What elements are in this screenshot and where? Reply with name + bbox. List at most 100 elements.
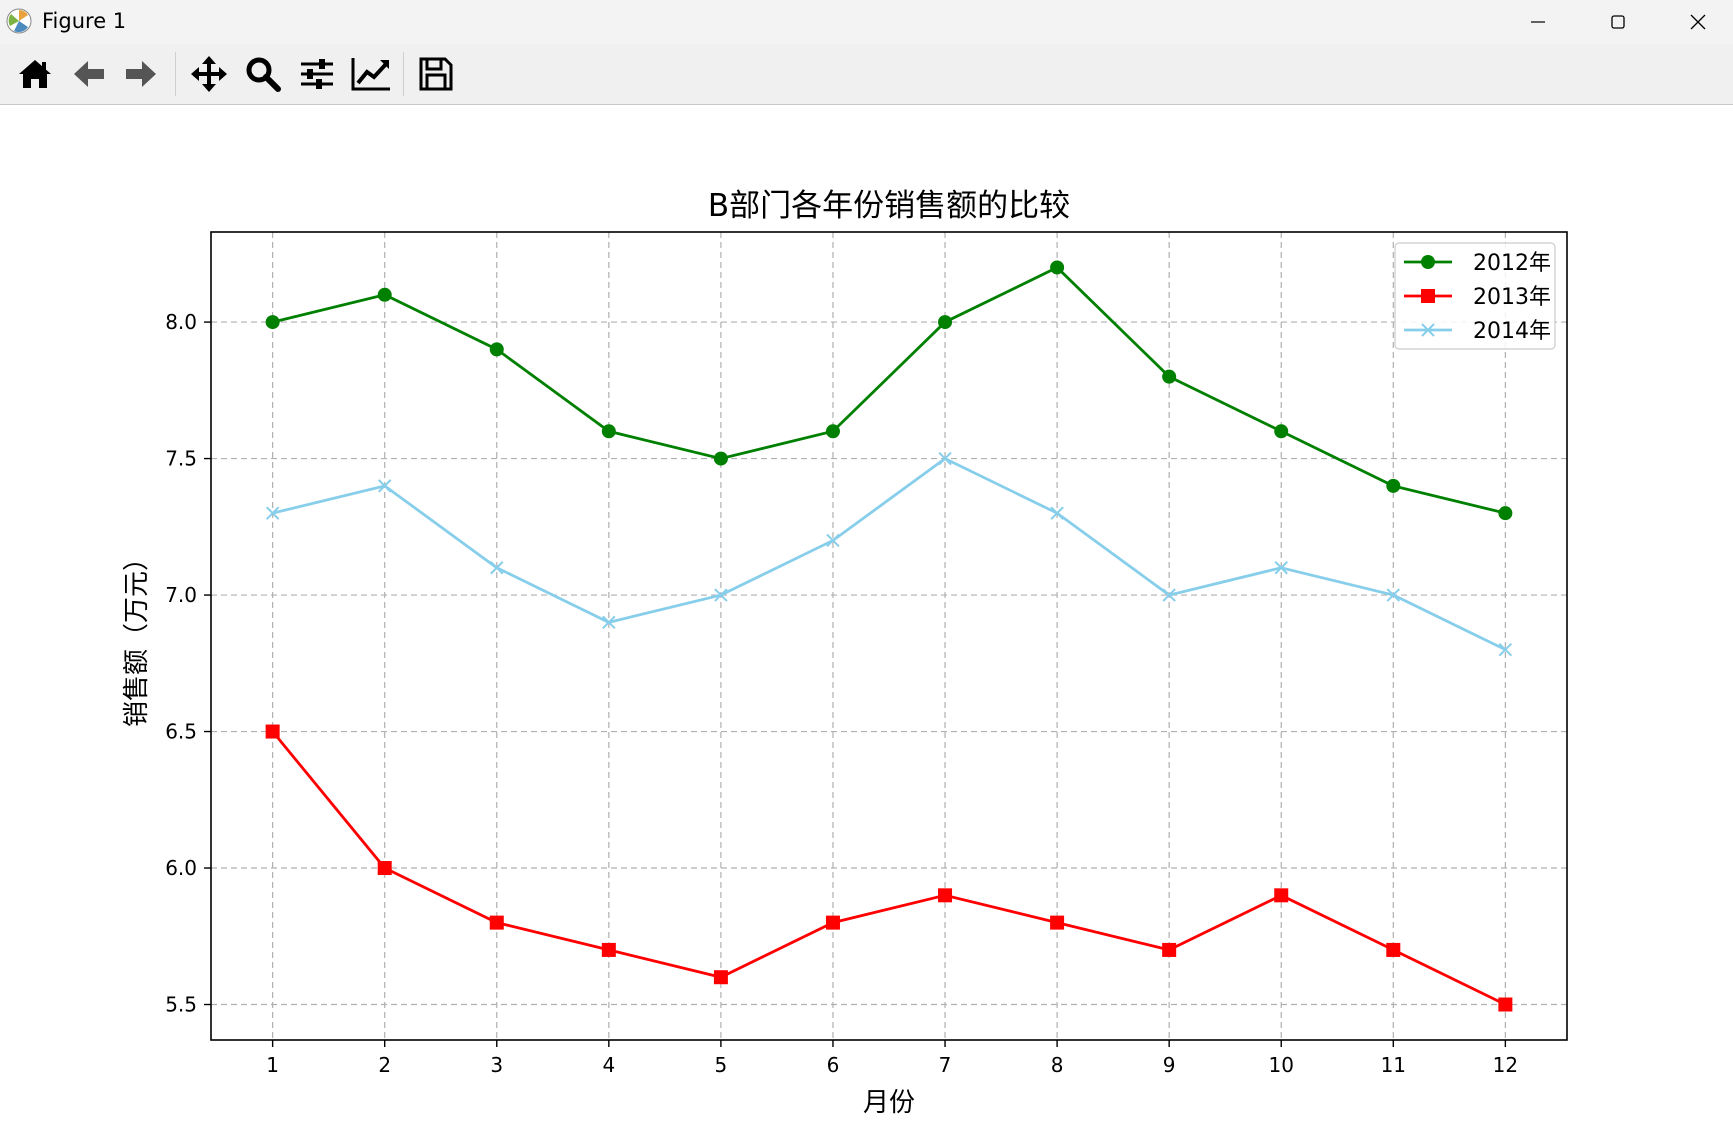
legend-box [1394,242,1556,350]
data-point [265,315,280,330]
x-tick-label: 3 [490,1053,503,1077]
data-point [1050,915,1065,930]
series-2012年 [265,260,1513,521]
data-point [377,479,392,493]
maximize-icon [1611,15,1625,29]
y-tick-label: 7.0 [165,583,197,607]
data-point [826,533,840,548]
data-point [1386,478,1401,493]
line-chart-icon [351,58,390,91]
data-point [1386,942,1401,957]
y-tick-label: 6.5 [165,720,197,744]
y-axis-title: 销售额（万元） [122,545,152,727]
window-title: Figure 1 [42,9,127,33]
pan-button[interactable] [186,51,232,97]
data-point [1274,561,1288,575]
data-point [714,588,728,602]
arrow-left-icon [74,61,104,87]
legend-marker [1421,289,1435,303]
data-point [489,342,504,357]
legend-marker [1421,323,1435,337]
close-icon [1690,14,1706,30]
chart-figure: 1 2 3 4 5 6 7 8 9 10 11 125.56.06.57.07.58.0 B部门各年份… [122,188,1568,1118]
magnifier-icon [246,57,281,92]
x-tick-label: 8 [1051,1053,1064,1077]
chart-title: B部门各年份销售额的比较 [708,188,1070,224]
home-button[interactable] [12,51,58,97]
y-tick-label: 7.5 [165,447,197,471]
close-button[interactable] [1658,0,1733,44]
toolbar-separator [403,52,404,96]
data-point [601,424,616,439]
legend-marker [1421,255,1435,269]
zoom-button[interactable] [240,51,286,97]
data-point [825,424,840,439]
data-point [938,888,953,903]
y-tick-label: 6.0 [165,856,197,880]
data-point [713,451,728,466]
y-tick-label: 8.0 [165,310,197,334]
minimize-button[interactable] [1498,0,1578,44]
data-point [1162,369,1177,384]
data-point [1274,888,1289,903]
x-tick-label: 11 [1381,1053,1406,1077]
data-point [1498,997,1513,1012]
series-2013年 [265,724,1513,1012]
data-point [1386,588,1401,602]
data-point [938,315,953,330]
legend: 2012年 2013年 2014年 [1394,242,1556,350]
data-point [377,861,392,876]
minimize-icon [1531,21,1545,23]
x-tick-label: 1 [266,1053,279,1077]
axis-ticks: 1 2 3 4 5 6 7 8 9 10 11 125.56.06.57.07.58.0 [165,310,1518,1077]
data-series [265,260,1513,1012]
x-tick-label: 4 [602,1053,615,1077]
navigation-toolbar [0,44,1733,105]
data-point [265,506,280,520]
data-point [265,724,280,739]
floppy-disk-icon [419,57,453,91]
data-point [1498,506,1513,521]
data-point [1050,260,1065,275]
toolbar-separator [175,52,176,96]
grid-lines [211,232,1567,1040]
back-button[interactable] [66,51,112,97]
x-tick-label: 2 [378,1053,391,1077]
x-tick-label: 12 [1493,1053,1518,1077]
forward-button[interactable] [118,51,164,97]
data-point [601,942,616,957]
data-point [1274,424,1289,439]
save-button[interactable] [413,51,459,97]
sliders-icon [301,59,333,89]
series-line [271,730,1506,1006]
home-icon [19,60,51,88]
matplotlib-logo-icon [6,8,32,34]
data-point [1498,642,1513,657]
move-icon [191,56,227,92]
x-tick-label: 6 [827,1053,840,1077]
x-tick-label: 5 [715,1053,728,1077]
y-tick-label: 5.5 [165,993,197,1017]
series-line [272,265,1506,515]
data-point [713,970,728,985]
data-point [490,561,504,575]
legend-label: 2014年 [1473,319,1551,344]
data-point [1162,942,1177,957]
axes-frame [210,231,1568,1041]
data-point [938,451,952,466]
data-point [602,615,616,630]
data-point [377,287,392,302]
subplots-button[interactable] [294,51,340,97]
legend-label: 2012年 [1473,251,1551,276]
data-point [825,915,840,930]
legend-label: 2013年 [1473,285,1551,310]
x-tick-label: 7 [939,1053,952,1077]
data-point [489,915,504,930]
maximize-button[interactable] [1578,0,1658,44]
edit-axes-button[interactable] [348,51,394,97]
data-point [1162,588,1176,602]
x-tick-label: 10 [1269,1053,1294,1077]
x-tick-label: 9 [1163,1053,1176,1077]
series-line [272,456,1506,651]
series-2014年 [265,451,1513,657]
